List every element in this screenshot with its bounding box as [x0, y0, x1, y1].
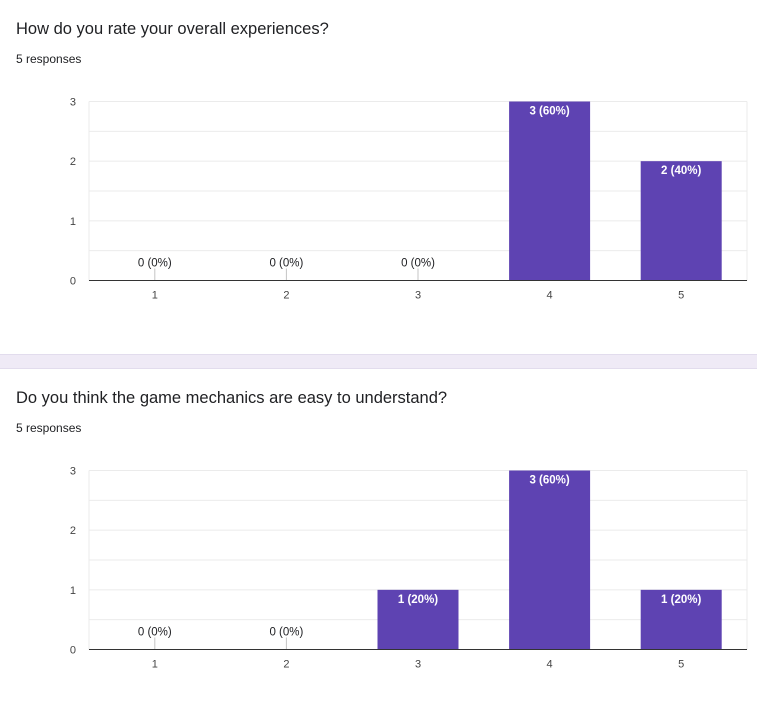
y-tick-label: 3 — [70, 466, 76, 478]
data-label: 1 (20%) — [661, 594, 701, 606]
section-divider — [0, 354, 757, 369]
response-count: 5 responses — [16, 421, 82, 435]
y-tick-label: 0 — [70, 276, 76, 288]
data-label: 1 (20%) — [398, 594, 438, 606]
y-tick-label: 1 — [70, 585, 76, 597]
data-label: 0 (0%) — [269, 258, 303, 270]
data-label: 2 (40%) — [661, 165, 701, 177]
y-tick-label: 2 — [70, 156, 76, 168]
data-label: 0 (0%) — [138, 258, 172, 270]
y-tick-label: 3 — [70, 97, 76, 109]
data-label: 0 (0%) — [401, 258, 435, 270]
y-tick-label: 0 — [70, 645, 76, 657]
bar — [377, 589, 459, 650]
x-tick-label: 4 — [547, 659, 553, 671]
bar-chart-2: 0 1 2 3 0 (0%) 1 0 (0%) 2 1 (20%) 3 3 (60%) 4 1 (20%… — [70, 466, 748, 671]
y-tick-label: 2 — [70, 525, 76, 537]
x-tick-label: 5 — [678, 290, 684, 302]
data-label: 3 (60%) — [529, 106, 569, 118]
y-tick-label: 1 — [70, 216, 76, 228]
data-label: 3 (60%) — [529, 475, 569, 487]
question-card-1: How do you rate your overall experiences… — [0, 0, 757, 354]
x-tick-label: 3 — [415, 659, 421, 671]
bar — [640, 589, 722, 650]
question-title: Do you think the game mechanics are easy… — [16, 389, 448, 407]
x-tick-label: 2 — [283, 659, 289, 671]
response-count: 5 responses — [16, 52, 82, 66]
bar — [509, 101, 591, 281]
x-tick-label: 5 — [678, 659, 684, 671]
question-title: How do you rate your overall experiences… — [16, 20, 329, 38]
x-tick-label: 1 — [152, 659, 158, 671]
bar — [509, 470, 591, 650]
bar-chart-1: 0 1 2 3 0 (0%) 1 0 (0%) 2 0 (0%) 3 3 (60%) 4 2 (40%)… — [70, 97, 748, 302]
x-tick-label: 3 — [415, 290, 421, 302]
x-tick-label: 4 — [547, 290, 553, 302]
x-tick-label: 1 — [152, 290, 158, 302]
data-label: 0 (0%) — [269, 627, 303, 639]
x-tick-label: 2 — [283, 290, 289, 302]
bar — [640, 161, 722, 281]
question-card-2: Do you think the game mechanics are easy… — [0, 369, 757, 711]
data-label: 0 (0%) — [138, 627, 172, 639]
